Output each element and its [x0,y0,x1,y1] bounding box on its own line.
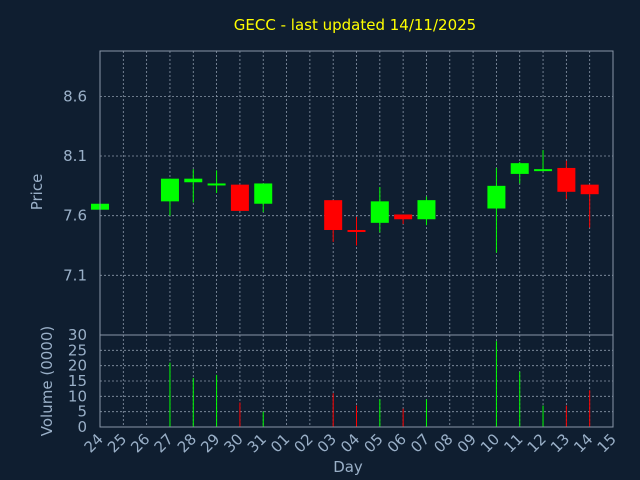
candle-body [254,183,273,204]
x-tick-label: 05 [360,430,386,456]
price-tick-label: 8.1 [63,147,87,165]
x-tick-label: 08 [430,430,456,456]
price-tick-label: 7.1 [63,266,87,284]
x-tick-label: 04 [337,430,363,456]
volume-tick-label: 30 [68,326,87,344]
x-tick-label: 14 [570,430,596,456]
candle-body [580,184,599,195]
volume-tick-label: 20 [68,357,87,375]
volume-tick-label: 25 [68,341,87,359]
volume-tick-label: 0 [77,418,87,436]
volume-tick-label: 15 [68,372,87,390]
candle-body [557,167,576,192]
volume-plot-frame [99,334,614,428]
price-tick-label: 7.6 [63,207,87,225]
volume-axis-label: Volume (0000) [38,326,56,436]
candle-body [417,200,436,220]
x-tick-label: 29 [197,430,223,456]
x-tick-label: 03 [314,430,340,456]
x-tick-label: 30 [221,430,247,456]
x-tick-label: 15 [594,430,620,456]
x-tick-label: 28 [174,430,200,456]
x-axis-label: Day [333,458,363,476]
volume-series [169,341,591,427]
price-axis-ticks: 7.1 7.6 8.1 8.6 [63,87,87,284]
x-tick-label: 12 [524,430,550,456]
x-tick-label: 27 [151,430,177,456]
candle-body [510,163,529,174]
candle-body [207,183,226,186]
candle-body [487,185,506,209]
candle-body [370,201,389,223]
day-axis-ticks: 2425262728293031010203040506070809101112… [81,430,620,456]
price-tick-label: 8.6 [63,87,87,105]
candle-body [347,229,366,232]
chart-title: GECC - last updated 14/11/2025 [234,16,476,34]
candle-body [534,169,553,172]
x-tick-label: 09 [454,430,480,456]
volume-tick-label: 10 [68,387,87,405]
candle-body [184,178,203,183]
volume-tick-label: 5 [77,403,87,421]
x-tick-label: 26 [127,430,153,456]
x-tick-label: 31 [244,430,270,456]
x-tick-label: 02 [290,430,316,456]
candle-body [160,178,179,202]
candle-body [394,214,413,220]
candle-body [324,200,343,230]
x-tick-label: 10 [477,430,503,456]
x-tick-label: 06 [384,430,410,456]
x-tick-label: 11 [500,430,526,456]
x-tick-label: 25 [104,430,130,456]
x-tick-label: 07 [407,430,433,456]
candlestick-series [91,150,599,253]
price-axis-label: Price [28,174,46,211]
x-tick-label: 13 [547,430,573,456]
x-tick-label: 01 [267,430,293,456]
candle-body [230,184,249,211]
